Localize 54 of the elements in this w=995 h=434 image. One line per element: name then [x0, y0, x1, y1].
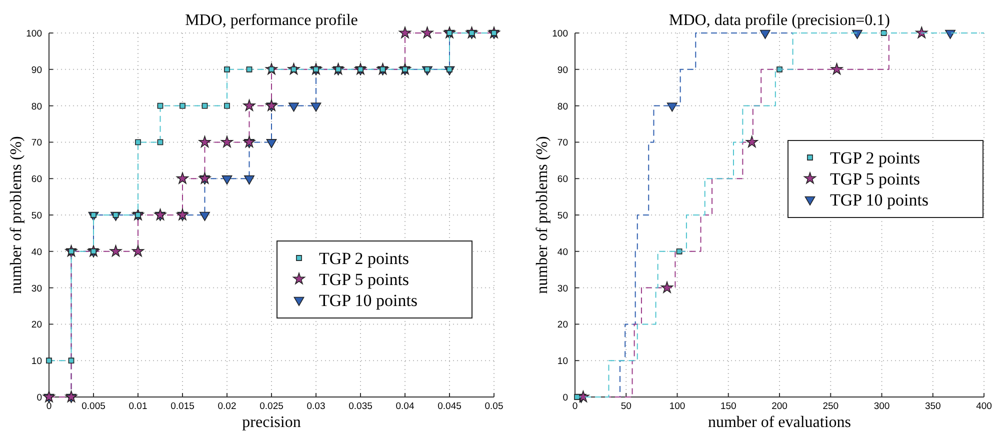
- y-tick-label: 40: [557, 246, 568, 258]
- x-tick-label: 0: [572, 401, 578, 412]
- legend-label: TGP 5 points: [319, 270, 410, 289]
- y-tick-label: 70: [31, 138, 42, 149]
- x-tick-label: 0: [46, 401, 52, 412]
- y-tick-label: 50: [31, 210, 42, 222]
- x-tick-label: 400: [976, 401, 992, 412]
- legend-label: TGP 5 points: [830, 170, 920, 188]
- y-tick-label: 70: [557, 138, 568, 149]
- x-tick-label: 300: [874, 401, 890, 412]
- y-tick-label: 0: [562, 392, 568, 404]
- y-tick-label: 40: [31, 246, 42, 258]
- x-tick-label: 250: [822, 401, 839, 412]
- y-tick-label: 80: [31, 101, 42, 112]
- legend-label: TGP 10 points: [319, 291, 418, 310]
- y-tick-label: 30: [31, 283, 42, 294]
- x-tick-label: 0.05: [484, 401, 504, 412]
- y-tick-label: 10: [557, 356, 568, 368]
- x-tick-label: 350: [924, 401, 941, 412]
- y-tick-label: 90: [31, 64, 42, 76]
- x-tick-label: 0.015: [170, 401, 194, 412]
- x-axis-title: number of evaluations: [708, 414, 852, 431]
- x-tick-label: 0.045: [438, 401, 462, 412]
- x-tick-label: 200: [772, 401, 788, 412]
- y-tick-label: 20: [557, 320, 568, 331]
- x-tick-label: 0.03: [306, 401, 326, 412]
- y-axis-title: number of problems (%): [534, 136, 551, 294]
- chart-title: MDO, data profile (precision=0.1): [669, 12, 890, 29]
- y-tick-label: 10: [31, 356, 42, 368]
- y-tick-label: 0: [36, 392, 42, 404]
- x-tick-label: 0.02: [218, 401, 236, 412]
- x-tick-label: 50: [620, 401, 632, 412]
- x-tick-label: 0.035: [348, 401, 372, 412]
- x-tick-label: 0.01: [128, 401, 148, 412]
- y-tick-label: 80: [557, 101, 568, 112]
- x-tick-label: 0.04: [396, 401, 414, 412]
- y-tick-label: 90: [557, 64, 568, 76]
- legend-label: TGP 2 points: [319, 249, 410, 268]
- y-tick-label: 60: [557, 174, 568, 186]
- x-axis-title: precision: [242, 414, 301, 431]
- y-tick-label: 100: [552, 28, 568, 40]
- y-tick-label: 60: [31, 174, 42, 186]
- x-tick-label: 0.005: [82, 401, 106, 412]
- y-axis-title: number of problems (%): [8, 136, 25, 294]
- legend-label: TGP 2 points: [830, 148, 920, 168]
- x-tick-label: 100: [669, 401, 686, 412]
- x-tick-label: 150: [720, 401, 736, 412]
- chart-title: MDO, performance profile: [185, 12, 358, 29]
- y-tick-label: 50: [557, 210, 568, 222]
- y-tick-label: 20: [31, 320, 42, 331]
- y-tick-label: 30: [557, 283, 568, 294]
- y-tick-label: 100: [26, 28, 42, 40]
- legend-label: TGP 10 points: [830, 190, 929, 210]
- x-tick-label: 0.025: [260, 401, 284, 412]
